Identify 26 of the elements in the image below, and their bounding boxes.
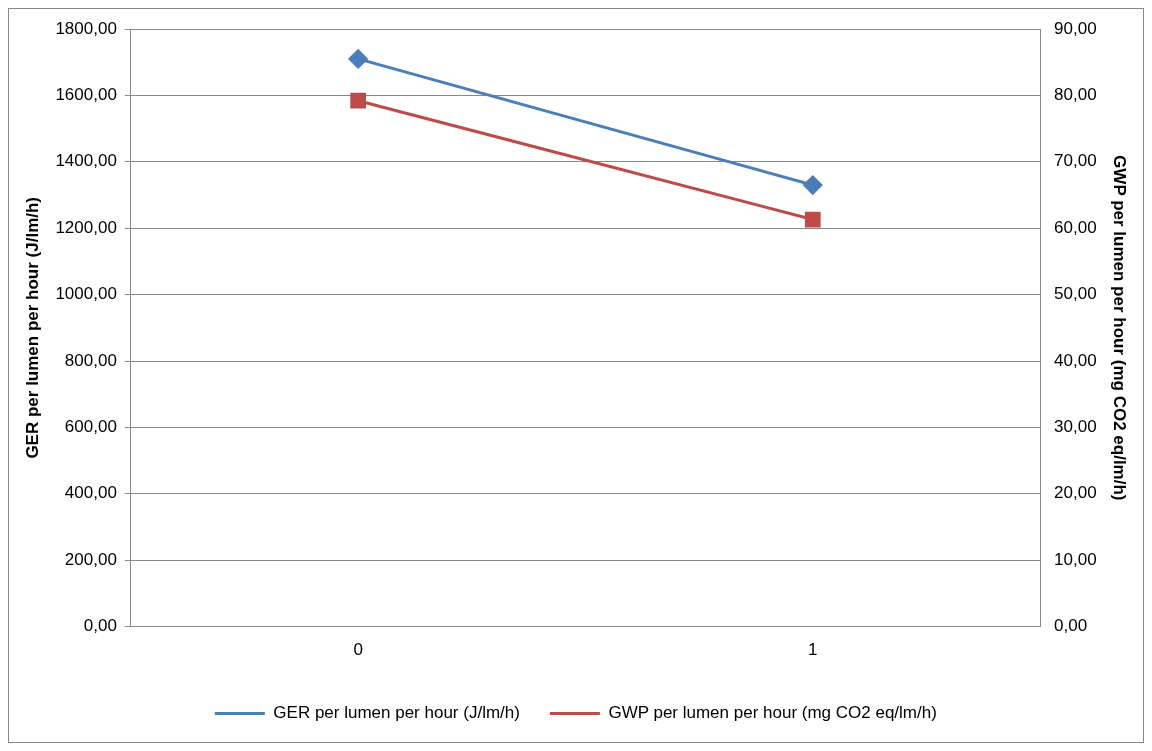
y-tick-label: 600,00 xyxy=(64,417,117,437)
y2-tick-label: 30,00 xyxy=(1054,417,1097,437)
y2-tick-label: 90,00 xyxy=(1054,18,1097,38)
x-tick-label: 0 xyxy=(353,640,363,660)
y-tick-label: 1200,00 xyxy=(55,217,117,237)
y2-tick-label: 50,00 xyxy=(1054,284,1097,304)
y2-tick-label: 80,00 xyxy=(1054,85,1097,105)
y-tick-label: 1400,00 xyxy=(55,151,117,171)
y-tick-label: 800,00 xyxy=(64,350,117,370)
y2-tick-label: 0,00 xyxy=(1054,616,1088,636)
y-tick-label: 0,00 xyxy=(83,616,117,636)
y-tick-label: 200,00 xyxy=(64,549,117,569)
y2-tick-label: 60,00 xyxy=(1054,217,1097,237)
legend-label: GER per lumen per hour (J/lm/h) xyxy=(273,703,520,723)
x-tick-label: 1 xyxy=(808,640,818,660)
y2-tick-label: 20,00 xyxy=(1054,483,1097,503)
y-tick-label: 1600,00 xyxy=(55,85,117,105)
legend-label: GWP per lumen per hour (mg CO2 eq/lm/h) xyxy=(608,703,937,723)
y-axis-title: GER per lumen per hour (J/lm/h) xyxy=(22,196,42,459)
y2-tick-label: 10,00 xyxy=(1054,549,1097,569)
y2-axis-title: GWP per lumen per hour (mg CO2 eq/lm/h) xyxy=(1110,155,1130,501)
y-tick-label: 1800,00 xyxy=(55,18,117,38)
y-tick-label: 1000,00 xyxy=(55,284,117,304)
y2-tick-label: 70,00 xyxy=(1054,151,1097,171)
y2-tick-label: 40,00 xyxy=(1054,350,1097,370)
y-tick-label: 400,00 xyxy=(64,483,117,503)
